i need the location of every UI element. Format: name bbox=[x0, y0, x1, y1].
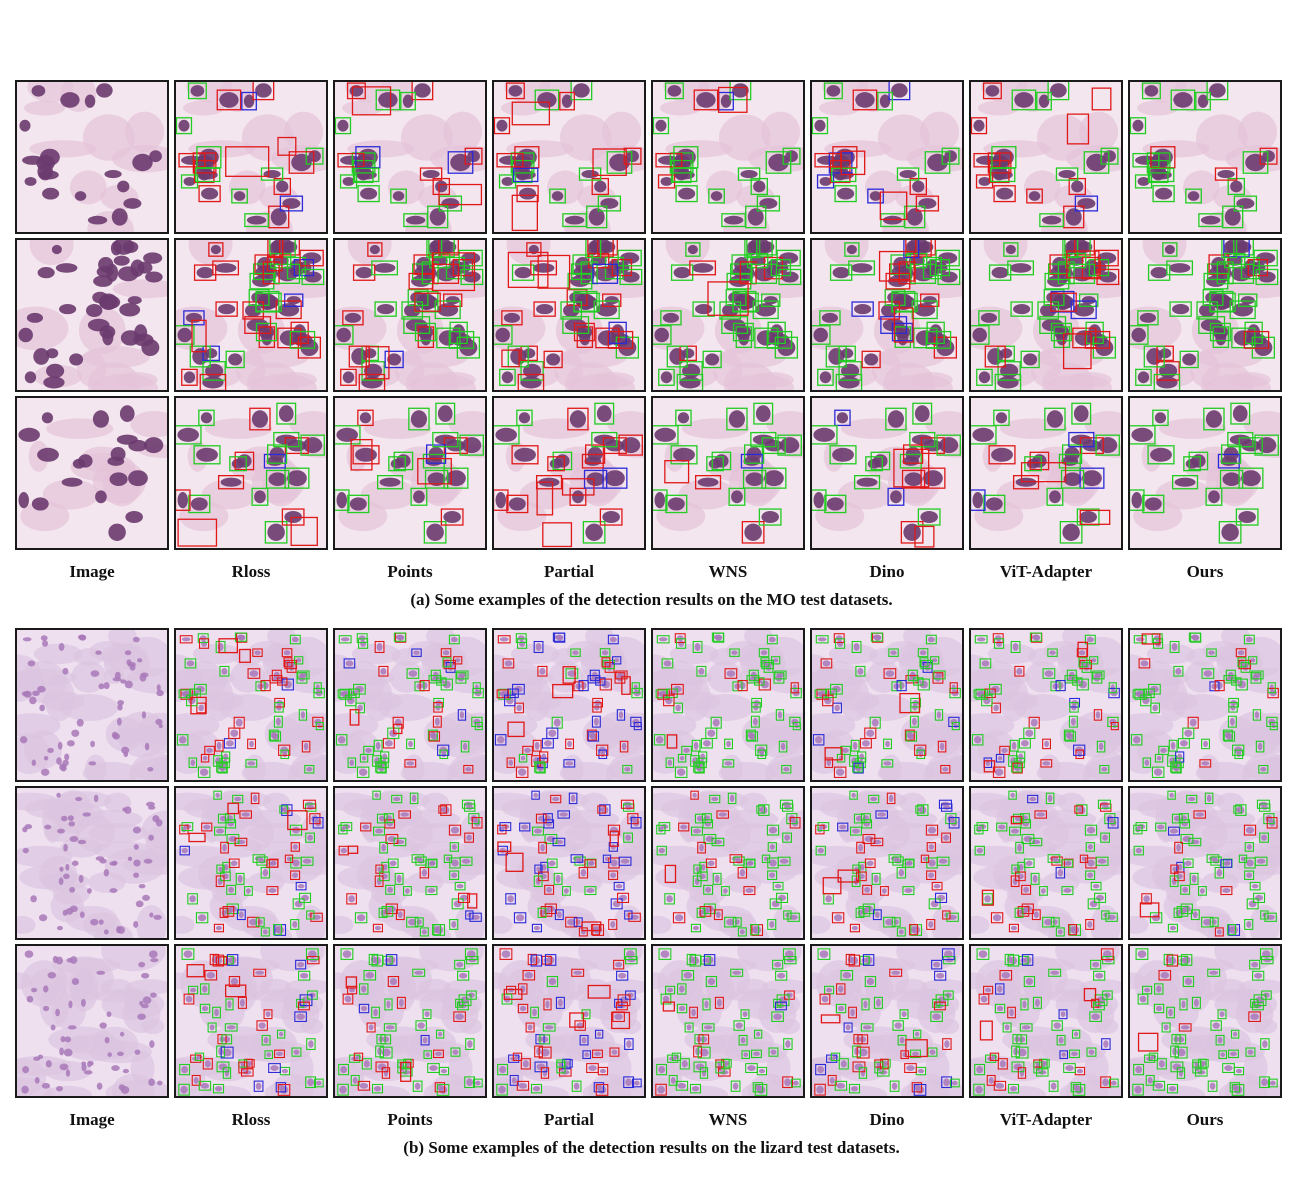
tile-lizard-row1-wns bbox=[651, 628, 805, 782]
tile-mo-row3-points bbox=[333, 396, 487, 550]
column-label: Rloss bbox=[231, 1110, 271, 1129]
column-label: Ours bbox=[1186, 562, 1224, 581]
column-label: Points bbox=[387, 1110, 433, 1129]
panel-caption: (a) Some examples of the detection resul… bbox=[410, 590, 893, 609]
tile-lizard-row3-image bbox=[15, 944, 169, 1098]
tile-mo-row1-rloss bbox=[174, 80, 328, 234]
tile-lizard-row3-points bbox=[333, 944, 487, 1098]
tile-lizard-row1-rloss bbox=[174, 628, 328, 782]
tile-lizard-row2-partial bbox=[492, 786, 646, 940]
column-label: Ours bbox=[1186, 1110, 1224, 1129]
column-label: Dino bbox=[869, 1110, 905, 1129]
tile-lizard-row3-partial bbox=[492, 944, 646, 1098]
tile-lizard-row2-image bbox=[15, 786, 169, 940]
tile-lizard-row2-wns bbox=[651, 786, 805, 940]
tile-mo-row3-vit-adapter bbox=[969, 396, 1123, 550]
tile-mo-row1-partial bbox=[492, 80, 646, 234]
tile-mo-row1-ours bbox=[1128, 80, 1282, 234]
tile-mo-row1-wns bbox=[651, 80, 805, 234]
column-label: Points bbox=[387, 562, 433, 581]
tile-mo-row3-image bbox=[15, 396, 169, 550]
tile-lizard-row1-ours bbox=[1128, 628, 1282, 782]
tile-mo-row2-image bbox=[15, 238, 169, 392]
tile-lizard-row3-wns bbox=[651, 944, 805, 1098]
tile-lizard-row3-ours bbox=[1128, 944, 1282, 1098]
column-label: Partial bbox=[543, 1110, 595, 1129]
tile-mo-row2-rloss bbox=[174, 238, 328, 392]
tile-mo-row3-wns bbox=[651, 396, 805, 550]
tile-mo-row3-ours bbox=[1128, 396, 1282, 550]
tile-lizard-row1-dino bbox=[810, 628, 964, 782]
tile-mo-row2-partial bbox=[492, 238, 646, 392]
column-label: Image bbox=[69, 1110, 115, 1129]
tile-mo-row1-dino bbox=[810, 80, 964, 234]
tile-lizard-row1-vit-adapter bbox=[969, 628, 1123, 782]
tile-mo-row3-partial bbox=[492, 396, 646, 550]
column-label: WNS bbox=[708, 1110, 748, 1129]
tile-mo-row2-vit-adapter bbox=[969, 238, 1123, 392]
column-label: Partial bbox=[543, 562, 595, 581]
tile-mo-row1-points bbox=[333, 80, 487, 234]
tile-lizard-row3-dino bbox=[810, 944, 964, 1098]
tile-lizard-row2-points bbox=[333, 786, 487, 940]
tile-lizard-row2-vit-adapter bbox=[969, 786, 1123, 940]
column-label: ViT-Adapter bbox=[999, 562, 1093, 581]
column-label: ViT-Adapter bbox=[999, 1110, 1093, 1129]
tile-lizard-row1-points bbox=[333, 628, 487, 782]
tile-mo-row1-image bbox=[15, 80, 169, 234]
tile-mo-row2-points bbox=[333, 238, 487, 392]
tile-mo-row2-wns bbox=[651, 238, 805, 392]
tile-lizard-row3-rloss bbox=[174, 944, 328, 1098]
tile-mo-row1-vit-adapter bbox=[969, 80, 1123, 234]
tile-mo-row2-dino bbox=[810, 238, 964, 392]
tile-lizard-row1-image bbox=[15, 628, 169, 782]
tile-lizard-row3-vit-adapter bbox=[969, 944, 1123, 1098]
tile-lizard-row1-partial bbox=[492, 628, 646, 782]
tile-lizard-row2-ours bbox=[1128, 786, 1282, 940]
column-label: Dino bbox=[869, 562, 905, 581]
tile-mo-row3-rloss bbox=[174, 396, 328, 550]
column-label: WNS bbox=[708, 562, 748, 581]
tile-mo-row3-dino bbox=[810, 396, 964, 550]
panel-caption: (b) Some examples of the detection resul… bbox=[403, 1138, 900, 1157]
tile-mo-row2-ours bbox=[1128, 238, 1282, 392]
tile-lizard-row2-rloss bbox=[174, 786, 328, 940]
tile-lizard-row2-dino bbox=[810, 786, 964, 940]
column-label: Image bbox=[69, 562, 115, 581]
column-label: Rloss bbox=[231, 562, 271, 581]
